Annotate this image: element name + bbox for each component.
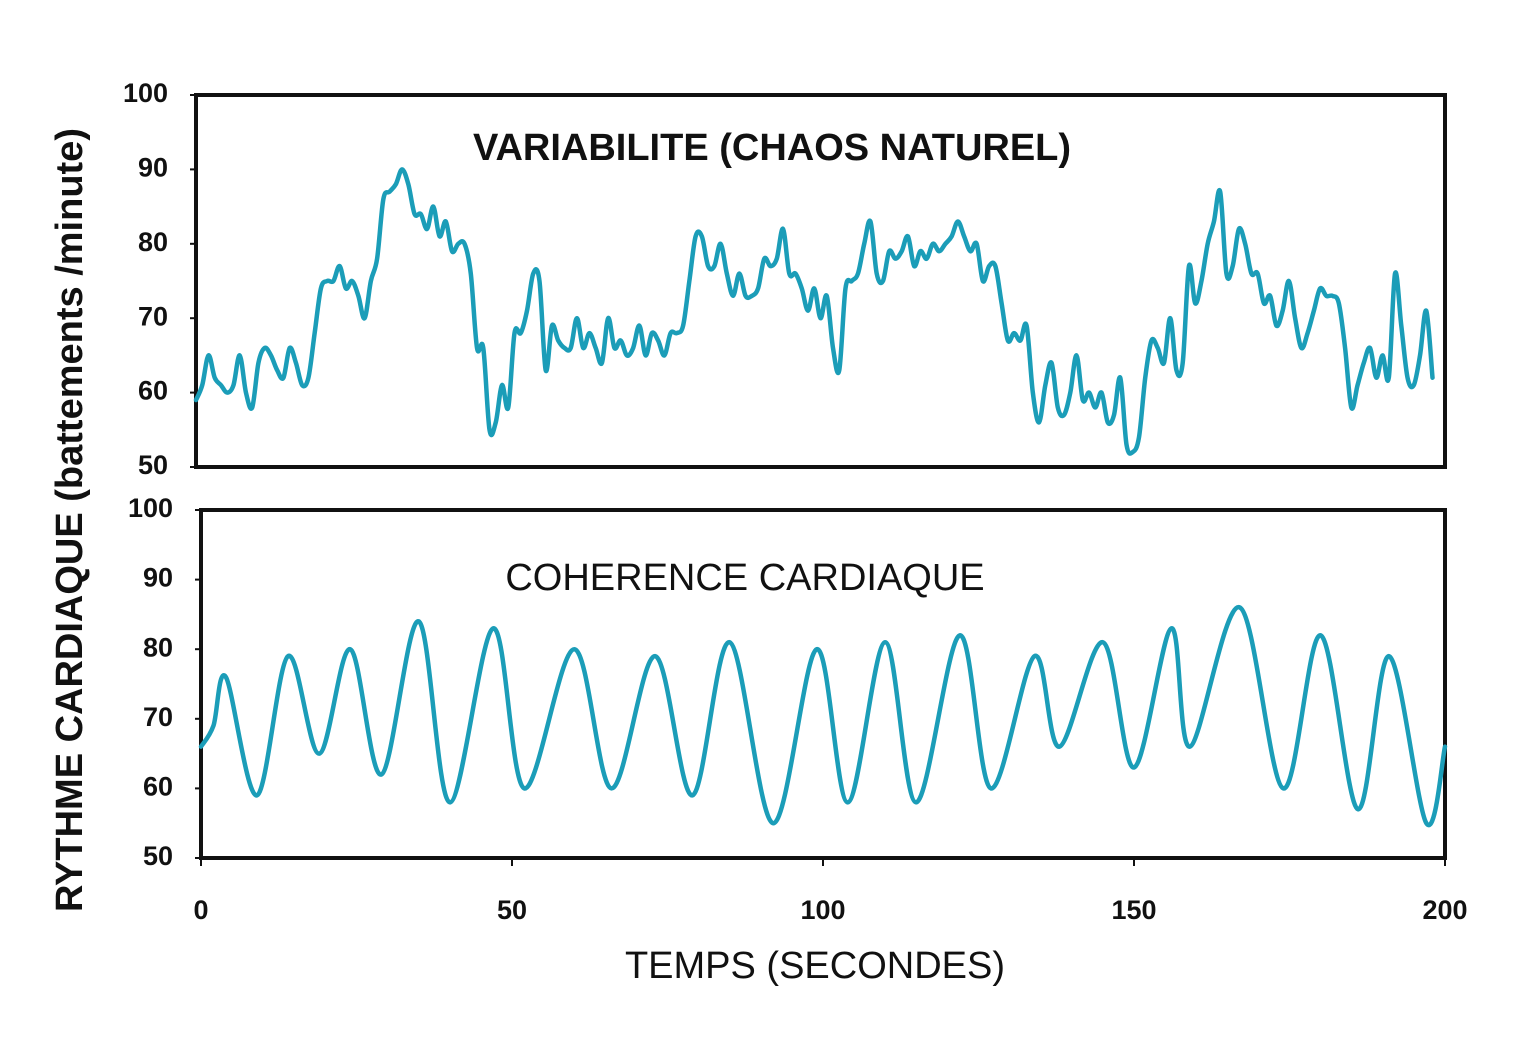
y-tick-label: 90 — [143, 563, 173, 593]
chart-title: COHERENCE CARDIAQUE — [505, 557, 984, 599]
x-tick-label: 200 — [1422, 895, 1467, 925]
y-tick-label: 60 — [138, 376, 168, 406]
y-axis-label: RYTHME CARDIAQUE (battements /minute) — [49, 128, 91, 912]
plot-frame — [194, 93, 1447, 469]
y-tick-label: 60 — [143, 772, 173, 802]
y-tick-label: 70 — [138, 301, 168, 331]
y-tick-label: 100 — [128, 493, 173, 523]
x-tick-label: 100 — [800, 895, 845, 925]
y-tick-label: 50 — [138, 450, 168, 480]
y-tick-label: 80 — [143, 632, 173, 662]
data-line — [198, 605, 1448, 828]
x-axis-label: TEMPS (SECONDES) — [625, 945, 1005, 987]
y-tick-label: 90 — [138, 153, 168, 183]
y-tick-label: 100 — [123, 78, 168, 108]
x-tick-label: 0 — [193, 895, 208, 925]
x-tick-label: 150 — [1111, 895, 1156, 925]
data-line — [193, 167, 1435, 456]
y-tick-label: 50 — [143, 841, 173, 871]
x-tick-label: 50 — [497, 895, 527, 925]
y-tick-label: 80 — [138, 227, 168, 257]
chart-title: VARIABILITE (CHAOS NATUREL) — [473, 127, 1071, 169]
y-tick-label: 70 — [143, 702, 173, 732]
